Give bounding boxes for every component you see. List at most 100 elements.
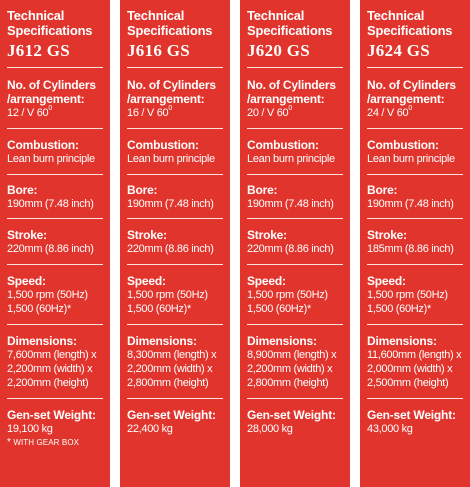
divider [7, 324, 103, 325]
dimensions-label: Dimensions: [7, 334, 77, 348]
combustion-section: Combustion: Lean burn principle [247, 138, 348, 166]
stroke-section: Stroke: 220mm (8.86 inch) [247, 228, 348, 256]
degree-superscript: 0 [408, 105, 412, 113]
heading-label: Technical Specifications [247, 8, 333, 38]
heading-label: Technical Specifications [7, 8, 93, 38]
stroke-value: 220mm (8.86 inch) [127, 243, 214, 255]
bore-label: Bore: [367, 183, 398, 197]
dimensions-line-1: 11,600mm (length) x [367, 349, 462, 361]
dimensions-line-3: 2,800mm (height) [127, 377, 209, 389]
degree-superscript: 0 [48, 105, 52, 113]
weight-value: 19,100 kg [7, 423, 53, 435]
weight-section: Gen-set Weight: 19,100 kg [7, 408, 108, 436]
cylinders-section: No. of Cylinders /arrangement: 16 / V 60… [127, 78, 228, 120]
combustion-label: Combustion: [127, 138, 199, 152]
divider [247, 324, 343, 325]
spec-column: Technical Specifications J612 GS No. of … [0, 0, 110, 487]
divider [7, 174, 103, 175]
cylinders-text: 12 / V 60 [7, 107, 49, 119]
combustion-section: Combustion: Lean burn principle [127, 138, 228, 166]
divider [127, 398, 223, 399]
stroke-label: Stroke: [247, 228, 287, 242]
speed-label: Speed: [247, 274, 286, 288]
stroke-section: Stroke: 220mm (8.86 inch) [127, 228, 228, 256]
bore-section: Bore: 190mm (7.48 inch) [7, 183, 108, 211]
bore-section: Bore: 190mm (7.48 inch) [367, 183, 468, 211]
divider [127, 264, 223, 265]
model-name: J624 GS [367, 41, 431, 60]
dimensions-line-2: 2,200mm (width) x [127, 363, 213, 375]
cylinders-label-line1: No. of Cylinders [367, 78, 456, 92]
cylinders-label-line2: /arrangement: [367, 92, 445, 106]
dimensions-line-2: 2,200mm (width) x [247, 363, 333, 375]
cylinders-text: 20 / V 60 [247, 107, 289, 119]
divider [367, 174, 463, 175]
divider [127, 174, 223, 175]
divider [247, 398, 343, 399]
speed-section: Speed: 1,500 rpm (50Hz) 1,500 (60Hz)* [7, 274, 108, 316]
combustion-value: Lean burn principle [7, 153, 95, 165]
dimensions-line-1: 8,300mm (length) x [127, 349, 217, 361]
combustion-label: Combustion: [367, 138, 439, 152]
model-name: J620 GS [247, 41, 311, 60]
dimensions-section: Dimensions: 8,900mm (length) x 2,200mm (… [247, 334, 348, 390]
column-header: Technical Specifications J616 GS [127, 8, 230, 61]
weight-label: Gen-set Weight: [127, 408, 216, 422]
stroke-value: 220mm (8.86 inch) [7, 243, 94, 255]
footnote: * WITH GEAR BOX [7, 438, 79, 448]
cylinders-text: 16 / V 60 [127, 107, 169, 119]
weight-section: Gen-set Weight: 28,000 kg [247, 408, 348, 436]
speed-label: Speed: [127, 274, 166, 288]
speed-section: Speed: 1,500 rpm (50Hz) 1,500 (60Hz)* [367, 274, 468, 316]
cylinders-label-line2: /arrangement: [127, 92, 205, 106]
divider [7, 128, 103, 129]
weight-value: 43,000 kg [367, 423, 413, 435]
divider [127, 128, 223, 129]
bore-value: 190mm (7.48 inch) [7, 198, 94, 210]
combustion-value: Lean burn principle [127, 153, 215, 165]
speed-line-1: 1,500 rpm (50Hz) [127, 289, 208, 301]
divider [7, 264, 103, 265]
cylinders-value: 24 / V 600 [367, 105, 468, 120]
cylinders-label-line1: No. of Cylinders [247, 78, 336, 92]
speed-line-1: 1,500 rpm (50Hz) [367, 289, 448, 301]
weight-section: Gen-set Weight: 43,000 kg [367, 408, 468, 436]
dimensions-line-2: 2,000mm (width) x [367, 363, 453, 375]
stroke-label: Stroke: [7, 228, 47, 242]
degree-superscript: 0 [168, 105, 172, 113]
bore-section: Bore: 190mm (7.48 inch) [247, 183, 348, 211]
speed-label: Speed: [367, 274, 406, 288]
model-name: J612 GS [7, 41, 71, 60]
weight-label: Gen-set Weight: [7, 408, 96, 422]
cylinders-value: 16 / V 600 [127, 105, 228, 120]
stroke-section: Stroke: 220mm (8.86 inch) [7, 228, 108, 256]
speed-section: Speed: 1,500 rpm (50Hz) 1,500 (60Hz)* [247, 274, 348, 316]
speed-line-2: 1,500 (60Hz)* [7, 303, 71, 315]
divider [367, 398, 463, 399]
divider [367, 324, 463, 325]
divider [7, 398, 103, 399]
speed-label: Speed: [7, 274, 46, 288]
cylinders-label-line2: /arrangement: [247, 92, 325, 106]
degree-superscript: 0 [288, 105, 292, 113]
weight-label: Gen-set Weight: [367, 408, 456, 422]
model-name: J616 GS [127, 41, 191, 60]
dimensions-section: Dimensions: 8,300mm (length) x 2,200mm (… [127, 334, 228, 390]
divider [367, 128, 463, 129]
divider [127, 67, 223, 68]
divider [247, 174, 343, 175]
stroke-label: Stroke: [127, 228, 167, 242]
dimensions-label: Dimensions: [247, 334, 317, 348]
dimensions-line-1: 7,600mm (length) x [7, 349, 97, 361]
stroke-value: 185mm (8.86 inch) [367, 243, 454, 255]
divider [367, 264, 463, 265]
divider [247, 218, 343, 219]
cylinders-section: No. of Cylinders /arrangement: 12 / V 60… [7, 78, 108, 120]
combustion-section: Combustion: Lean burn principle [7, 138, 108, 166]
weight-label: Gen-set Weight: [247, 408, 336, 422]
speed-line-2: 1,500 (60Hz)* [367, 303, 431, 315]
divider [7, 67, 103, 68]
cylinders-label-line1: No. of Cylinders [7, 78, 96, 92]
spec-column: Technical Specifications J616 GS No. of … [120, 0, 230, 487]
combustion-section: Combustion: Lean burn principle [367, 138, 468, 166]
